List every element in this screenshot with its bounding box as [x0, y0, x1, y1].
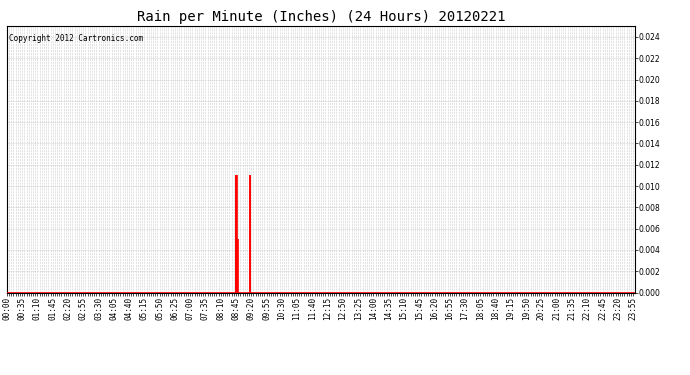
Text: Copyright 2012 Cartronics.com: Copyright 2012 Cartronics.com: [9, 34, 143, 43]
Title: Rain per Minute (Inches) (24 Hours) 20120221: Rain per Minute (Inches) (24 Hours) 2012…: [137, 10, 505, 24]
